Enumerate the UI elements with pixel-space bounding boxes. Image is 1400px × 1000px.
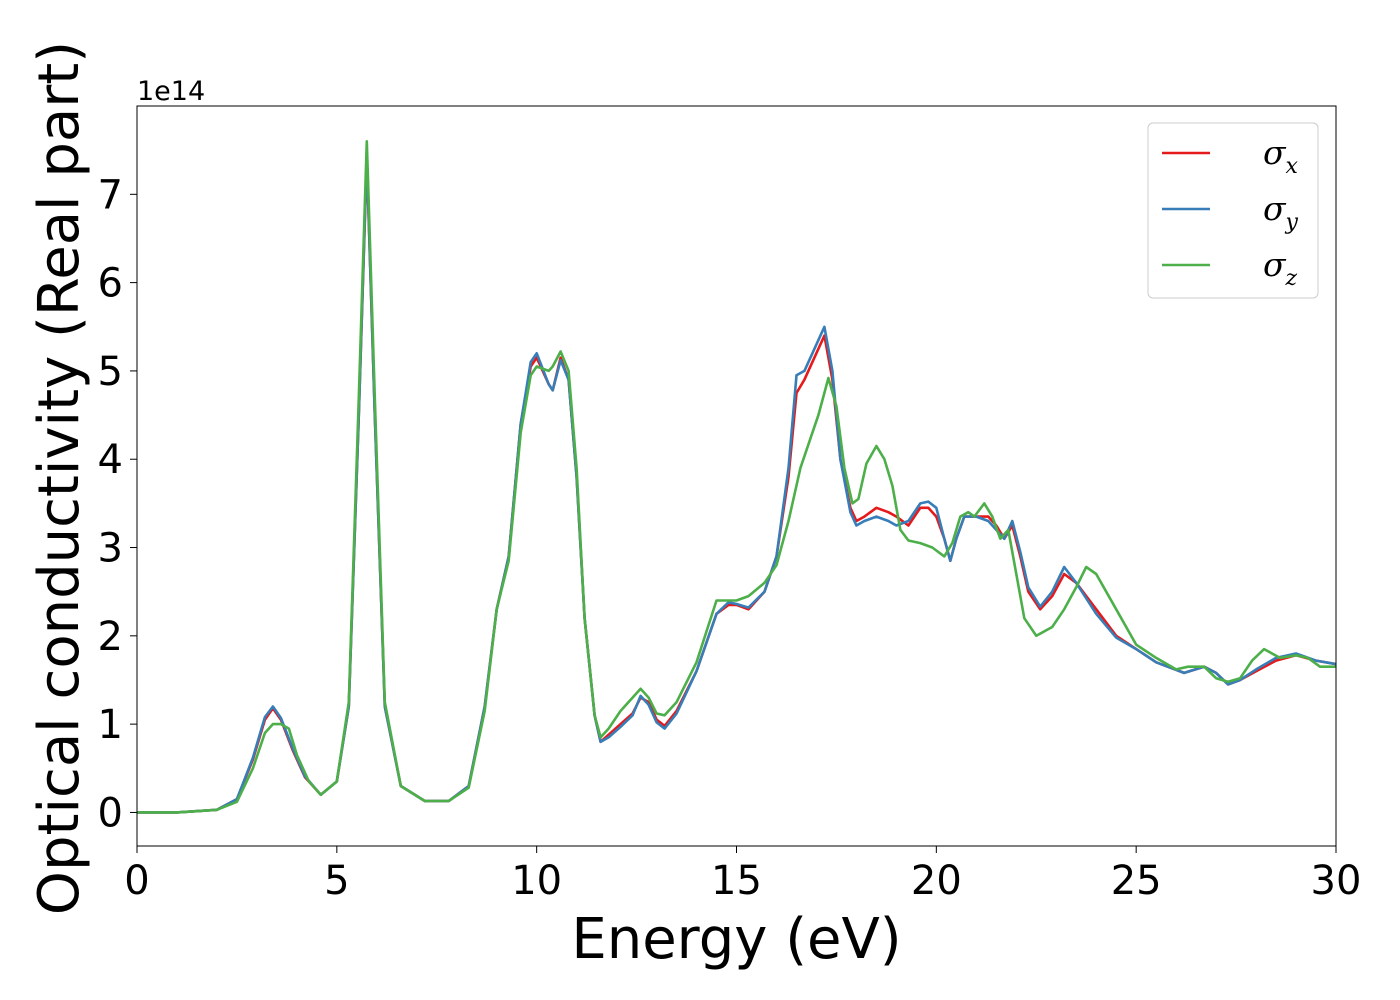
series-line-z [137,140,1336,814]
x-tick-label: 5 [324,858,349,904]
y-tick-label: 7 [98,172,123,218]
y-tick-label: 2 [98,614,123,660]
y-offset-label: 1e14 [137,76,205,107]
legend-box [1147,122,1319,299]
y-tick-label: 4 [98,437,123,483]
x-axis: 0 5 10 15 20 25 30 [124,846,1361,904]
x-tick-label: 15 [711,858,762,904]
y-axis: 0 1 2 3 4 5 6 7 [98,172,137,836]
y-tick-label: 0 [98,790,123,836]
x-tick-label: 10 [511,858,562,904]
legend-entry-x: σx [1162,133,1299,179]
x-tick-label: 30 [1311,858,1362,904]
x-tick-label: 20 [911,858,962,904]
x-tick-label: 0 [124,858,149,904]
y-axis-title: Optical conductivity (Real part) [27,41,92,915]
x-axis-title: Energy (eV) [571,907,901,972]
x-tick-label: 25 [1111,858,1162,904]
y-tick-label: 3 [98,526,123,572]
y-tick-label: 6 [98,261,123,307]
y-tick-label: 5 [98,349,123,395]
series-layer [137,140,1336,814]
y-tick-label: 1 [98,702,123,748]
